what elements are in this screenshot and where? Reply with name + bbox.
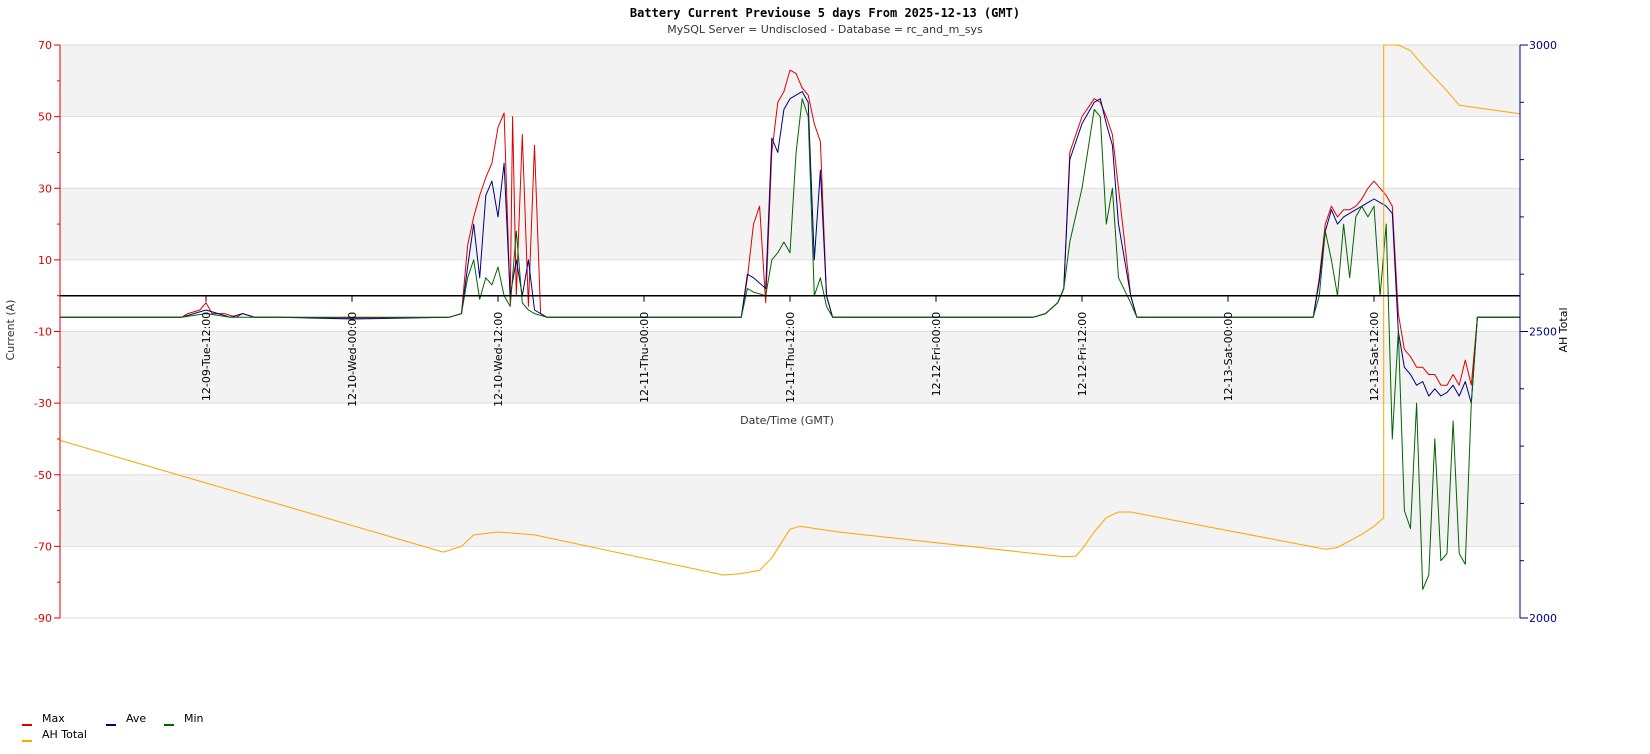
x-tick-label: 12-11-Thu-12:00 xyxy=(784,312,797,403)
series-line-min xyxy=(60,98,1520,590)
legend: Max Ave Min AH Total xyxy=(22,712,204,742)
x-tick-label: 12-09-Tue-12:00 xyxy=(200,312,213,401)
x-tick-label: 12-11-Thu-00:00 xyxy=(638,312,651,403)
x-tick-label: 12-13-Sat-12:00 xyxy=(1368,312,1381,402)
grid-band xyxy=(60,403,1520,475)
y2-tick-label: 3000 xyxy=(1529,39,1557,52)
y-tick-label: -10 xyxy=(34,326,52,339)
chart-subtitle: MySQL Server = Undisclosed - Database = … xyxy=(667,23,983,36)
x-tick-label: 12-10-Wed-12:00 xyxy=(492,312,505,407)
y-tick-label: 30 xyxy=(38,182,52,195)
x-tick-label: 12-10-Wed-00:00 xyxy=(346,312,359,407)
x-axis-title: Date/Time (GMT) xyxy=(740,414,834,427)
y2-axis-title: AH Total xyxy=(1557,308,1570,353)
y-tick-label: -90 xyxy=(34,612,52,625)
x-tick-label: 12-13-Sat-00:00 xyxy=(1222,312,1235,402)
y2-tick-label: 2000 xyxy=(1529,612,1557,625)
axes-layer: 70 50 30 10 -10 -30 -50 -70 -90 3000 2500 2000 12-09… xyxy=(34,39,1557,625)
y-tick-label: -70 xyxy=(34,540,52,553)
grid-band xyxy=(60,474,1520,547)
y-tick-label: -50 xyxy=(34,469,52,482)
y-tick-label: 70 xyxy=(38,39,52,52)
chart-title: Battery Current Previouse 5 days From 20… xyxy=(630,6,1020,20)
series-line-ah-total xyxy=(59,44,1521,576)
legend-label-ave: Ave xyxy=(126,712,146,725)
legend-label-ah-total: AH Total xyxy=(42,728,87,741)
y-tick-label: 50 xyxy=(38,111,52,124)
y-axis-title: Current (A) xyxy=(4,300,17,361)
grid-band xyxy=(60,116,1520,189)
legend-label-min: Min xyxy=(184,712,204,725)
grid-band xyxy=(60,45,1520,117)
y-tick-label: -30 xyxy=(34,397,52,410)
legend-label-max: Max xyxy=(42,712,65,725)
grid-band xyxy=(60,331,1520,404)
y2-tick-label: 2500 xyxy=(1529,326,1557,339)
grid-band xyxy=(60,546,1520,618)
x-tick-label: 12-12-Fri-12:00 xyxy=(1076,312,1089,397)
series-layer xyxy=(59,44,1521,590)
y-tick-label: 10 xyxy=(38,254,52,267)
x-tick-label: 12-12-Fri-00:00 xyxy=(930,312,943,397)
